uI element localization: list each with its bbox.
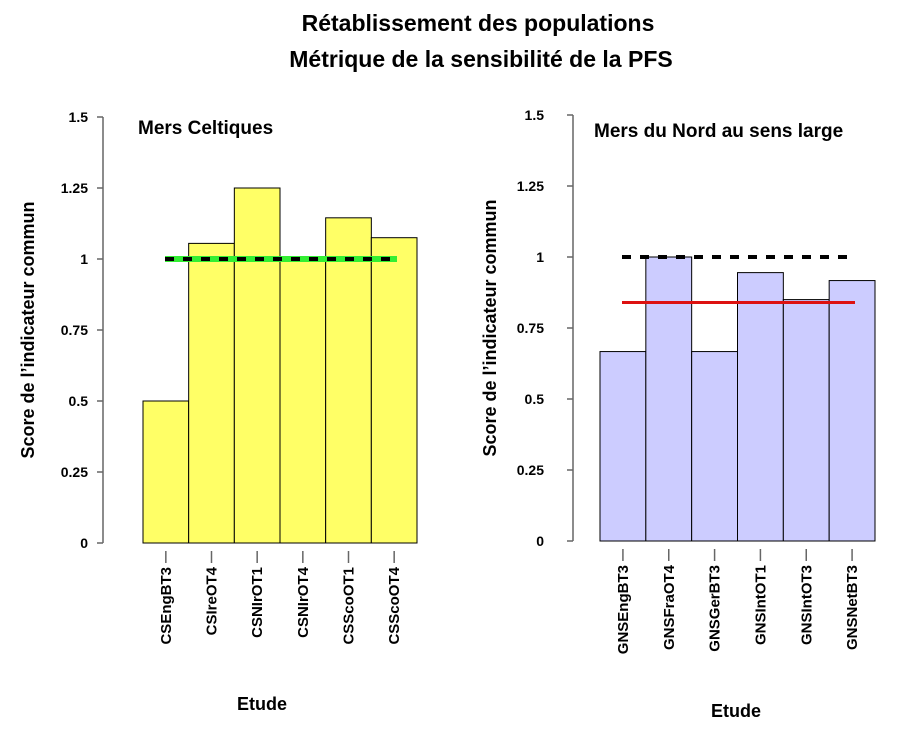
y-tick-label: 1.5: [525, 107, 545, 123]
bar-CSNIrOT4: [279, 258, 327, 544]
bar-GNSNetBT3: [828, 280, 876, 542]
bar-GNSEngBT3: [599, 351, 647, 542]
x-axis-title: Etude: [237, 694, 287, 714]
y-tick-label: 0.75: [61, 322, 88, 338]
y-tick-label: 0: [80, 535, 88, 551]
x-tick-label: GNSFraOT4: [661, 564, 678, 650]
bar-CSScoOT4: [370, 237, 418, 544]
y-tick-label: 1: [80, 251, 88, 267]
bar-CSEngBT3: [142, 400, 190, 544]
chart-celtic-seas: Mers Celtiques 0 0.25 0.5 0.75 1 1.25 1.5 CSEngB…: [18, 109, 418, 714]
y-tick-label: 1.25: [61, 180, 88, 196]
y-axis-title: Score de l’indicateur commun: [480, 199, 500, 456]
y-tick-label: 0: [536, 533, 544, 549]
y-tick-label: 0.75: [517, 320, 544, 336]
x-tick-label: CSEngBT3: [158, 567, 175, 645]
bar-CSScoOT1: [325, 217, 372, 544]
y-tick-label: 0.25: [517, 462, 544, 478]
x-axis-title: Etude: [711, 701, 761, 721]
y-tick-label: 0.5: [525, 391, 545, 407]
y-tick-label: 1.5: [69, 109, 89, 125]
x-tick-label: GNSIntOT1: [752, 565, 769, 645]
x-tick-label: CSIreOT4: [204, 566, 221, 635]
x-tick-label: CSScoOT4: [386, 566, 403, 644]
panel-title: Mers Celtiques: [138, 118, 273, 139]
x-tick-label: GNSEngBT3: [615, 565, 632, 654]
y-tick-label: 0.5: [69, 393, 89, 409]
y-axis-title: Score de l’indicateur commun: [18, 201, 38, 458]
x-tick-label: GNSNetBT3: [844, 565, 861, 650]
x-tick-label: GNSGerBT3: [707, 565, 724, 652]
figure-title-line2: Métrique de la sensibilité de la PFS: [289, 46, 672, 72]
bar-GNSIntOT3: [782, 299, 830, 542]
figure-title-line1: Rétablissement des populations: [302, 10, 655, 36]
y-tick-label: 1.25: [517, 178, 544, 194]
bar-GNSFraOT4: [645, 256, 693, 542]
panel-title: Mers du Nord au sens large: [594, 121, 843, 142]
x-tick-label: CSNIrOT1: [249, 567, 266, 638]
bar-CSIreOT4: [188, 242, 235, 544]
y-tick-label: 0.25: [61, 464, 88, 480]
x-tick-label: CSScoOT1: [341, 567, 358, 645]
bar-GNSIntOT1: [737, 272, 784, 542]
chart-greater-north-sea: Mers du Nord au sens large 0 0.25 0.5 0.75 1 1…: [480, 107, 876, 721]
bar-CSNIrOT1: [233, 187, 281, 544]
bar-GNSGerBT3: [691, 351, 739, 542]
x-tick-label: CSNIrOT4: [295, 566, 312, 638]
x-tick-label: GNSIntOT3: [798, 565, 815, 645]
y-tick-label: 1: [536, 249, 544, 265]
